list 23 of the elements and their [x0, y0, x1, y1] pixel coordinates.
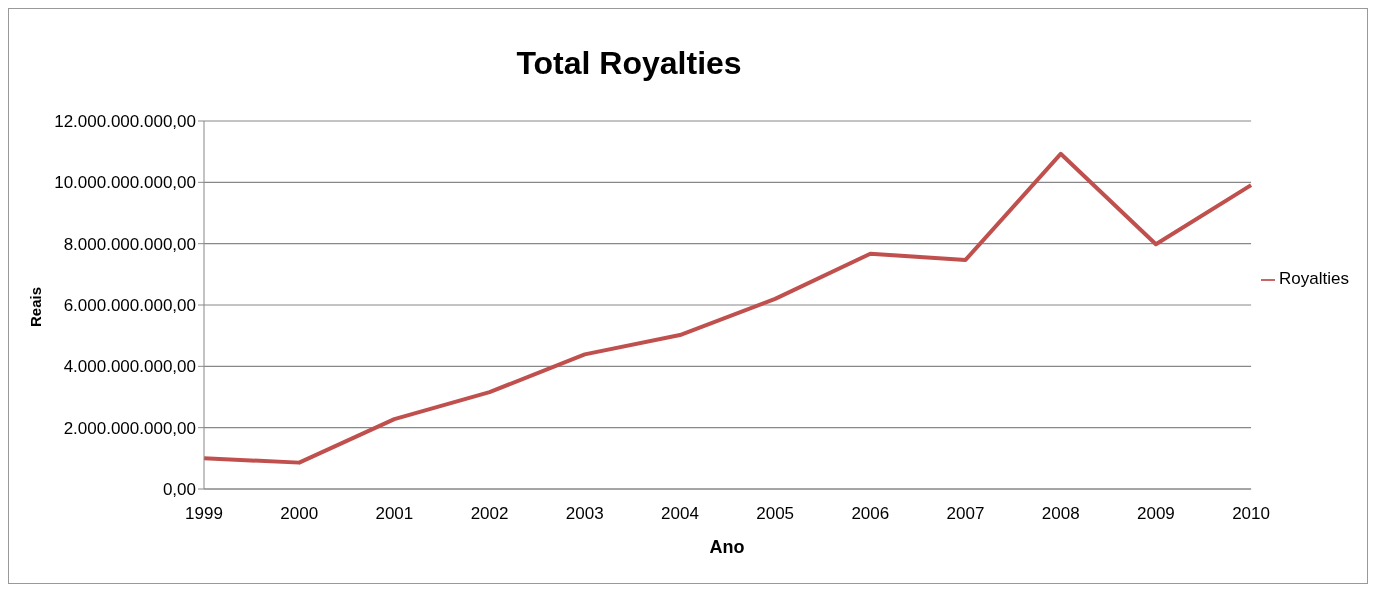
y-tick-label: 8.000.000.000,00: [63, 234, 196, 254]
y-tick-label: 12.000.000.000,00: [54, 112, 196, 132]
y-tick-label: 0,00: [162, 480, 196, 500]
x-tick-label: 2010: [1232, 504, 1270, 524]
x-tick-label: 2000: [280, 504, 319, 524]
x-tick-label: 2004: [661, 504, 699, 524]
x-tick-label: 2005: [756, 504, 795, 524]
y-tick-label: 2.000.000.000,00: [63, 418, 196, 438]
x-tick-label: 1999: [185, 504, 223, 524]
y-tick-label: 10.000.000.000,00: [54, 173, 196, 193]
y-axis-title: Reais: [27, 286, 44, 328]
x-tick-label: 2003: [565, 504, 604, 524]
x-tick-label: 2002: [470, 504, 509, 524]
x-tick-label: 2001: [375, 504, 414, 524]
chart-title: Total Royalties: [515, 45, 743, 82]
x-tick-label: 2008: [1041, 504, 1080, 524]
x-tick-label: 2006: [851, 504, 890, 524]
x-axis-title: Ano: [708, 537, 746, 558]
y-tick-label: 4.000.000.000,00: [63, 357, 196, 377]
x-tick-label: 2007: [946, 504, 985, 524]
x-tick-label: 2009: [1136, 504, 1175, 524]
legend-label: Royalties: [1279, 269, 1349, 288]
y-tick-label: 6.000.000.000,00: [63, 296, 196, 316]
